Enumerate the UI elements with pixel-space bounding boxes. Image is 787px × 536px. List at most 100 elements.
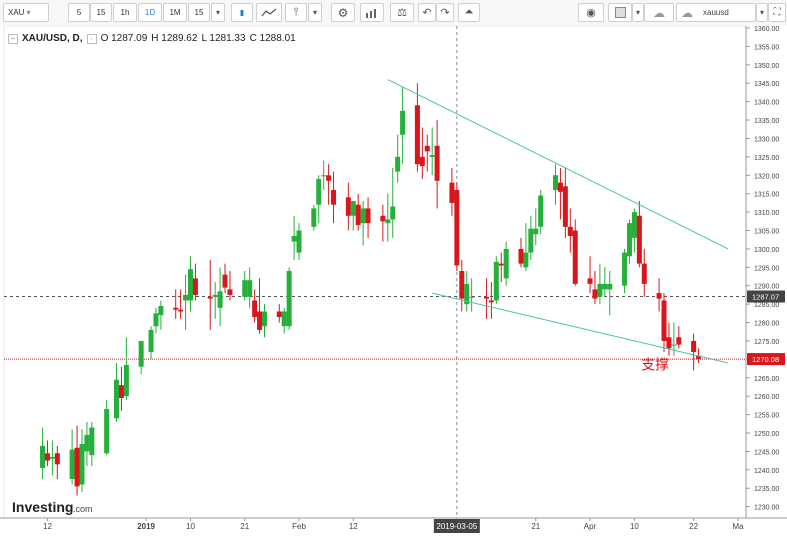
interval-15-more-button[interactable]: 15 [188, 3, 210, 22]
candle-up [626, 219, 632, 264]
y-tick-label: 1345.00 [754, 81, 779, 88]
candle-up [493, 256, 499, 305]
balance-icon[interactable]: ⚖ [390, 3, 414, 22]
candle-down [587, 256, 593, 294]
candle-body [572, 230, 578, 284]
candle-body [345, 197, 351, 216]
interval-dropdown-icon[interactable]: ▾ [211, 3, 225, 22]
candle-down [380, 204, 386, 242]
candle-body [296, 230, 302, 253]
y-tick-label: 1320.00 [754, 173, 779, 180]
cloud-upload-icon[interactable]: ☁ xauusd [676, 3, 756, 22]
indicators-icon[interactable] [256, 3, 282, 22]
candle-down [483, 278, 489, 319]
candle-body [89, 427, 95, 456]
candle-up [217, 267, 223, 327]
candle-body [158, 305, 164, 316]
candle-body [192, 278, 198, 295]
candle-body [390, 206, 396, 220]
legend-close: C 1288.01 [249, 33, 296, 44]
candle-body [518, 248, 524, 264]
redo-icon[interactable]: ↷ [436, 3, 454, 22]
candle-down [74, 425, 80, 496]
interval-1m-button[interactable]: 1M [163, 3, 187, 22]
candle-body [666, 337, 672, 349]
y-tick-label: 1335.00 [754, 118, 779, 125]
symbol-label: XAU [8, 8, 25, 17]
cloud-icon[interactable]: ☁ [644, 3, 674, 22]
candle-down [419, 127, 425, 179]
candle-up [183, 274, 189, 330]
x-tick-label: Feb [292, 522, 306, 531]
candle-body [178, 309, 184, 312]
candle-body [538, 195, 544, 227]
ohlc-legend: − XAU/USD, D, · O 1287.09 H 1289.62 L 12… [8, 33, 296, 44]
x-tick-label: 10 [630, 522, 639, 531]
collapse-icon[interactable]: − [8, 33, 18, 44]
candle-up [533, 208, 539, 246]
price-chart[interactable]: 1230.00 1235.00 1240.00 1245.00 1250.00 1255.… [0, 26, 787, 536]
y-tick-label: 1290.00 [754, 284, 779, 291]
candle-body [488, 300, 494, 303]
fullscreen-icon[interactable]: ⛶ [768, 3, 786, 22]
interval-5-button[interactable]: 5 [68, 3, 90, 22]
candle-body [261, 311, 267, 327]
candle-down [572, 219, 578, 286]
candle-up [321, 160, 327, 190]
compare-dropdown-icon[interactable]: ▾ [308, 3, 322, 22]
candle-body [622, 252, 628, 286]
x-tick-label: 12 [349, 522, 358, 531]
candle-up [123, 337, 129, 400]
layout-dropdown-icon[interactable]: ▾ [632, 3, 644, 22]
alert-icon[interactable]: ⏶ [458, 3, 480, 22]
candle-body [567, 226, 573, 237]
legend-high: H 1289.62 [151, 33, 198, 44]
y-tick-label: 1325.00 [754, 155, 779, 162]
y-tick-label: 1285.00 [754, 302, 779, 309]
y-tick-label: 1245.00 [754, 449, 779, 456]
layout-icon[interactable] [608, 3, 632, 22]
candle-up [114, 363, 120, 422]
compare-icon[interactable]: ⫯ [285, 3, 307, 22]
candles-icon[interactable]: ▮ [231, 3, 253, 22]
candle-body [523, 252, 529, 268]
trendline[interactable] [387, 79, 729, 250]
candle-down [676, 326, 682, 349]
candle-body [69, 449, 75, 480]
candle-body [153, 313, 159, 327]
undo-icon[interactable]: ↶ [418, 3, 436, 22]
candle-body [464, 283, 470, 305]
candle-body [656, 293, 662, 299]
chart-background [0, 26, 787, 536]
interval-1d-button[interactable]: 1D [138, 3, 162, 22]
candle-body [503, 248, 509, 279]
candle-down [454, 182, 460, 271]
price-labels-layer: 1287.07 1270.08 [747, 290, 785, 366]
chart-svg[interactable]: 1230.00 1235.00 1240.00 1245.00 1250.00 1255.… [0, 26, 787, 536]
symbol-input[interactable]: XAU ▾ [3, 3, 49, 22]
camera-icon[interactable]: ◉ [578, 3, 604, 22]
interval-1h-button[interactable]: 1h [113, 3, 137, 22]
interval-15-button[interactable]: 15 [90, 3, 112, 22]
candle-up [148, 326, 154, 360]
settings-icon[interactable]: ⚙ [331, 3, 355, 22]
candle-body [212, 294, 218, 297]
trendlines-layer[interactable] [387, 79, 729, 364]
candle-body [173, 307, 179, 310]
candle-body [84, 434, 90, 452]
candle-down [345, 182, 351, 231]
studies-icon-glyph [366, 8, 376, 18]
candle-down [666, 322, 672, 356]
candle-down [178, 289, 184, 319]
studies-icon[interactable] [360, 3, 384, 22]
legend-settings-icon[interactable]: · [86, 33, 97, 44]
candle-up [464, 271, 470, 312]
candle-up [469, 278, 475, 312]
candle-down [227, 271, 233, 301]
candle-body [148, 329, 154, 352]
symbol-dropdown-icon[interactable]: ▾ [756, 3, 768, 22]
legend-open: O 1287.09 [100, 33, 148, 44]
candle-up [350, 201, 356, 231]
trendline[interactable] [432, 292, 729, 364]
candle-up [104, 399, 110, 456]
